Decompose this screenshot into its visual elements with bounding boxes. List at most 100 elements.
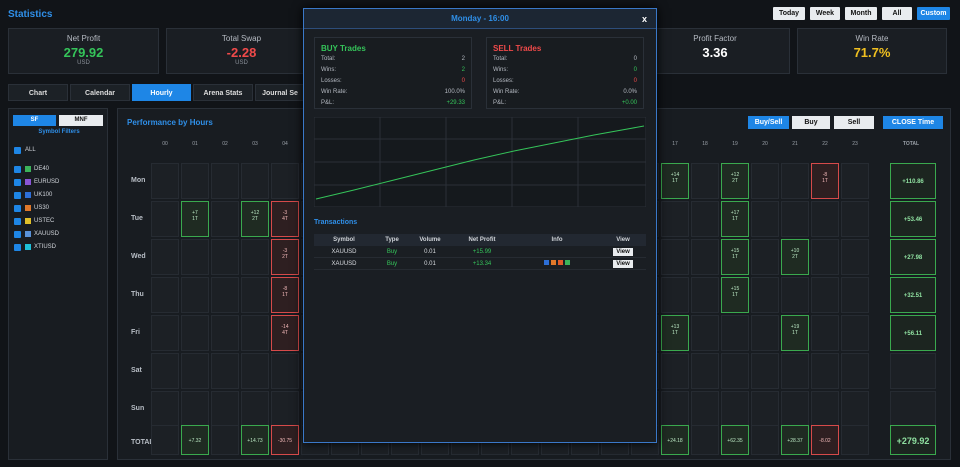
hour-cell[interactable]	[751, 353, 779, 389]
hour-cell[interactable]	[151, 353, 179, 389]
hour-cell[interactable]	[241, 239, 269, 275]
close-icon[interactable]: x	[641, 14, 647, 24]
trade-hour-cell[interactable]: -3 2T	[271, 239, 299, 275]
hour-cell[interactable]	[751, 201, 779, 237]
filter-all[interactable]: ALL	[14, 145, 36, 155]
hour-cell[interactable]	[151, 277, 179, 313]
period-all-button[interactable]: All	[882, 7, 912, 20]
trade-hour-cell[interactable]: -8 1T	[271, 277, 299, 313]
hour-cell[interactable]	[271, 163, 299, 199]
filter-us30[interactable]: US30	[14, 203, 49, 213]
hour-cell[interactable]	[661, 277, 689, 313]
hour-cell[interactable]	[841, 353, 869, 389]
checkbox-icon[interactable]	[14, 204, 21, 212]
hour-cell[interactable]	[151, 201, 179, 237]
trade-hour-cell[interactable]: +19 1T	[781, 315, 809, 351]
trade-hour-cell[interactable]: -14 4T	[271, 315, 299, 351]
hour-cell[interactable]	[691, 163, 719, 199]
hour-cell[interactable]	[811, 239, 839, 275]
hour-cell[interactable]	[151, 391, 179, 427]
hour-cell[interactable]	[241, 391, 269, 427]
hour-cell[interactable]	[211, 201, 239, 237]
sell-filter[interactable]: Sell	[834, 116, 874, 129]
sf-toggle[interactable]: SF	[13, 115, 56, 126]
filter-eurusd[interactable]: EURUSD	[14, 177, 59, 187]
hour-cell[interactable]	[721, 391, 749, 427]
filter-uk100[interactable]: UK100	[14, 190, 52, 200]
hour-cell[interactable]	[151, 239, 179, 275]
close-time-button[interactable]: CLOSE Time	[883, 116, 943, 129]
hour-cell[interactable]	[691, 315, 719, 351]
hour-cell[interactable]	[211, 353, 239, 389]
hour-cell[interactable]	[211, 391, 239, 427]
trade-hour-cell[interactable]: +15 1T	[721, 277, 749, 313]
period-month-button[interactable]: Month	[845, 7, 877, 20]
info-icon[interactable]	[558, 260, 563, 265]
hour-cell[interactable]	[811, 315, 839, 351]
checkbox-icon[interactable]	[14, 230, 21, 238]
hour-cell[interactable]	[841, 277, 869, 313]
hour-cell[interactable]	[691, 239, 719, 275]
hour-cell[interactable]	[151, 315, 179, 351]
hour-cell[interactable]	[781, 201, 809, 237]
tab-calendar[interactable]: Calendar	[70, 84, 130, 101]
trade-hour-cell[interactable]: +14 1T	[661, 163, 689, 199]
info-icon[interactable]	[565, 260, 570, 265]
hour-cell[interactable]	[691, 277, 719, 313]
period-week-button[interactable]: Week	[810, 7, 840, 20]
view-button[interactable]: View	[613, 248, 633, 256]
hour-cell[interactable]	[841, 239, 869, 275]
hour-cell[interactable]	[721, 315, 749, 351]
hour-cell[interactable]	[691, 353, 719, 389]
checkbox-icon[interactable]	[14, 165, 21, 173]
hour-cell[interactable]	[721, 353, 749, 389]
tab-chart[interactable]: Chart	[8, 84, 68, 101]
hour-cell[interactable]	[241, 315, 269, 351]
trade-hour-cell[interactable]: -3 4T	[271, 201, 299, 237]
hour-cell[interactable]	[781, 163, 809, 199]
hour-cell[interactable]	[781, 391, 809, 427]
filter-ustec[interactable]: USTEC	[14, 216, 54, 226]
hour-cell[interactable]	[211, 239, 239, 275]
hour-cell[interactable]	[211, 163, 239, 199]
buy-filter[interactable]: Buy	[792, 116, 830, 129]
checkbox-icon[interactable]	[14, 191, 21, 199]
hour-cell[interactable]	[271, 391, 299, 427]
hour-cell[interactable]	[841, 315, 869, 351]
hour-cell[interactable]	[241, 353, 269, 389]
hour-cell[interactable]	[781, 353, 809, 389]
checkbox-icon[interactable]	[14, 243, 21, 251]
tab-arena-stats[interactable]: Arena Stats	[193, 84, 253, 101]
hour-cell[interactable]	[661, 201, 689, 237]
hour-cell[interactable]	[211, 277, 239, 313]
trade-hour-cell[interactable]: +13 1T	[661, 315, 689, 351]
hour-cell[interactable]	[811, 353, 839, 389]
hour-cell[interactable]	[181, 315, 209, 351]
trade-hour-cell[interactable]: +10 2T	[781, 239, 809, 275]
view-button[interactable]: View	[613, 260, 633, 268]
hour-cell[interactable]	[751, 277, 779, 313]
filter-xauusd[interactable]: XAUUSD	[14, 229, 59, 239]
hour-cell[interactable]	[181, 277, 209, 313]
hour-cell[interactable]	[841, 391, 869, 427]
hour-cell[interactable]	[751, 239, 779, 275]
filter-xtiusd[interactable]: XTIUSD	[14, 242, 56, 252]
hour-cell[interactable]	[271, 353, 299, 389]
hour-cell[interactable]	[811, 201, 839, 237]
tab-journal[interactable]: Journal Se	[255, 84, 305, 101]
trade-hour-cell[interactable]: -8 1T	[811, 163, 839, 199]
info-icon[interactable]	[551, 260, 556, 265]
hour-cell[interactable]	[661, 239, 689, 275]
hour-cell[interactable]	[181, 353, 209, 389]
hour-cell[interactable]	[211, 315, 239, 351]
hour-cell[interactable]	[811, 277, 839, 313]
checkbox-icon[interactable]	[14, 217, 21, 225]
hour-cell[interactable]	[691, 391, 719, 427]
trade-hour-cell[interactable]: +17 1T	[721, 201, 749, 237]
hour-cell[interactable]	[751, 315, 779, 351]
hour-cell[interactable]	[661, 391, 689, 427]
hour-cell[interactable]	[751, 391, 779, 427]
hour-cell[interactable]	[151, 163, 179, 199]
hour-cell[interactable]	[181, 239, 209, 275]
hour-cell[interactable]	[841, 201, 869, 237]
